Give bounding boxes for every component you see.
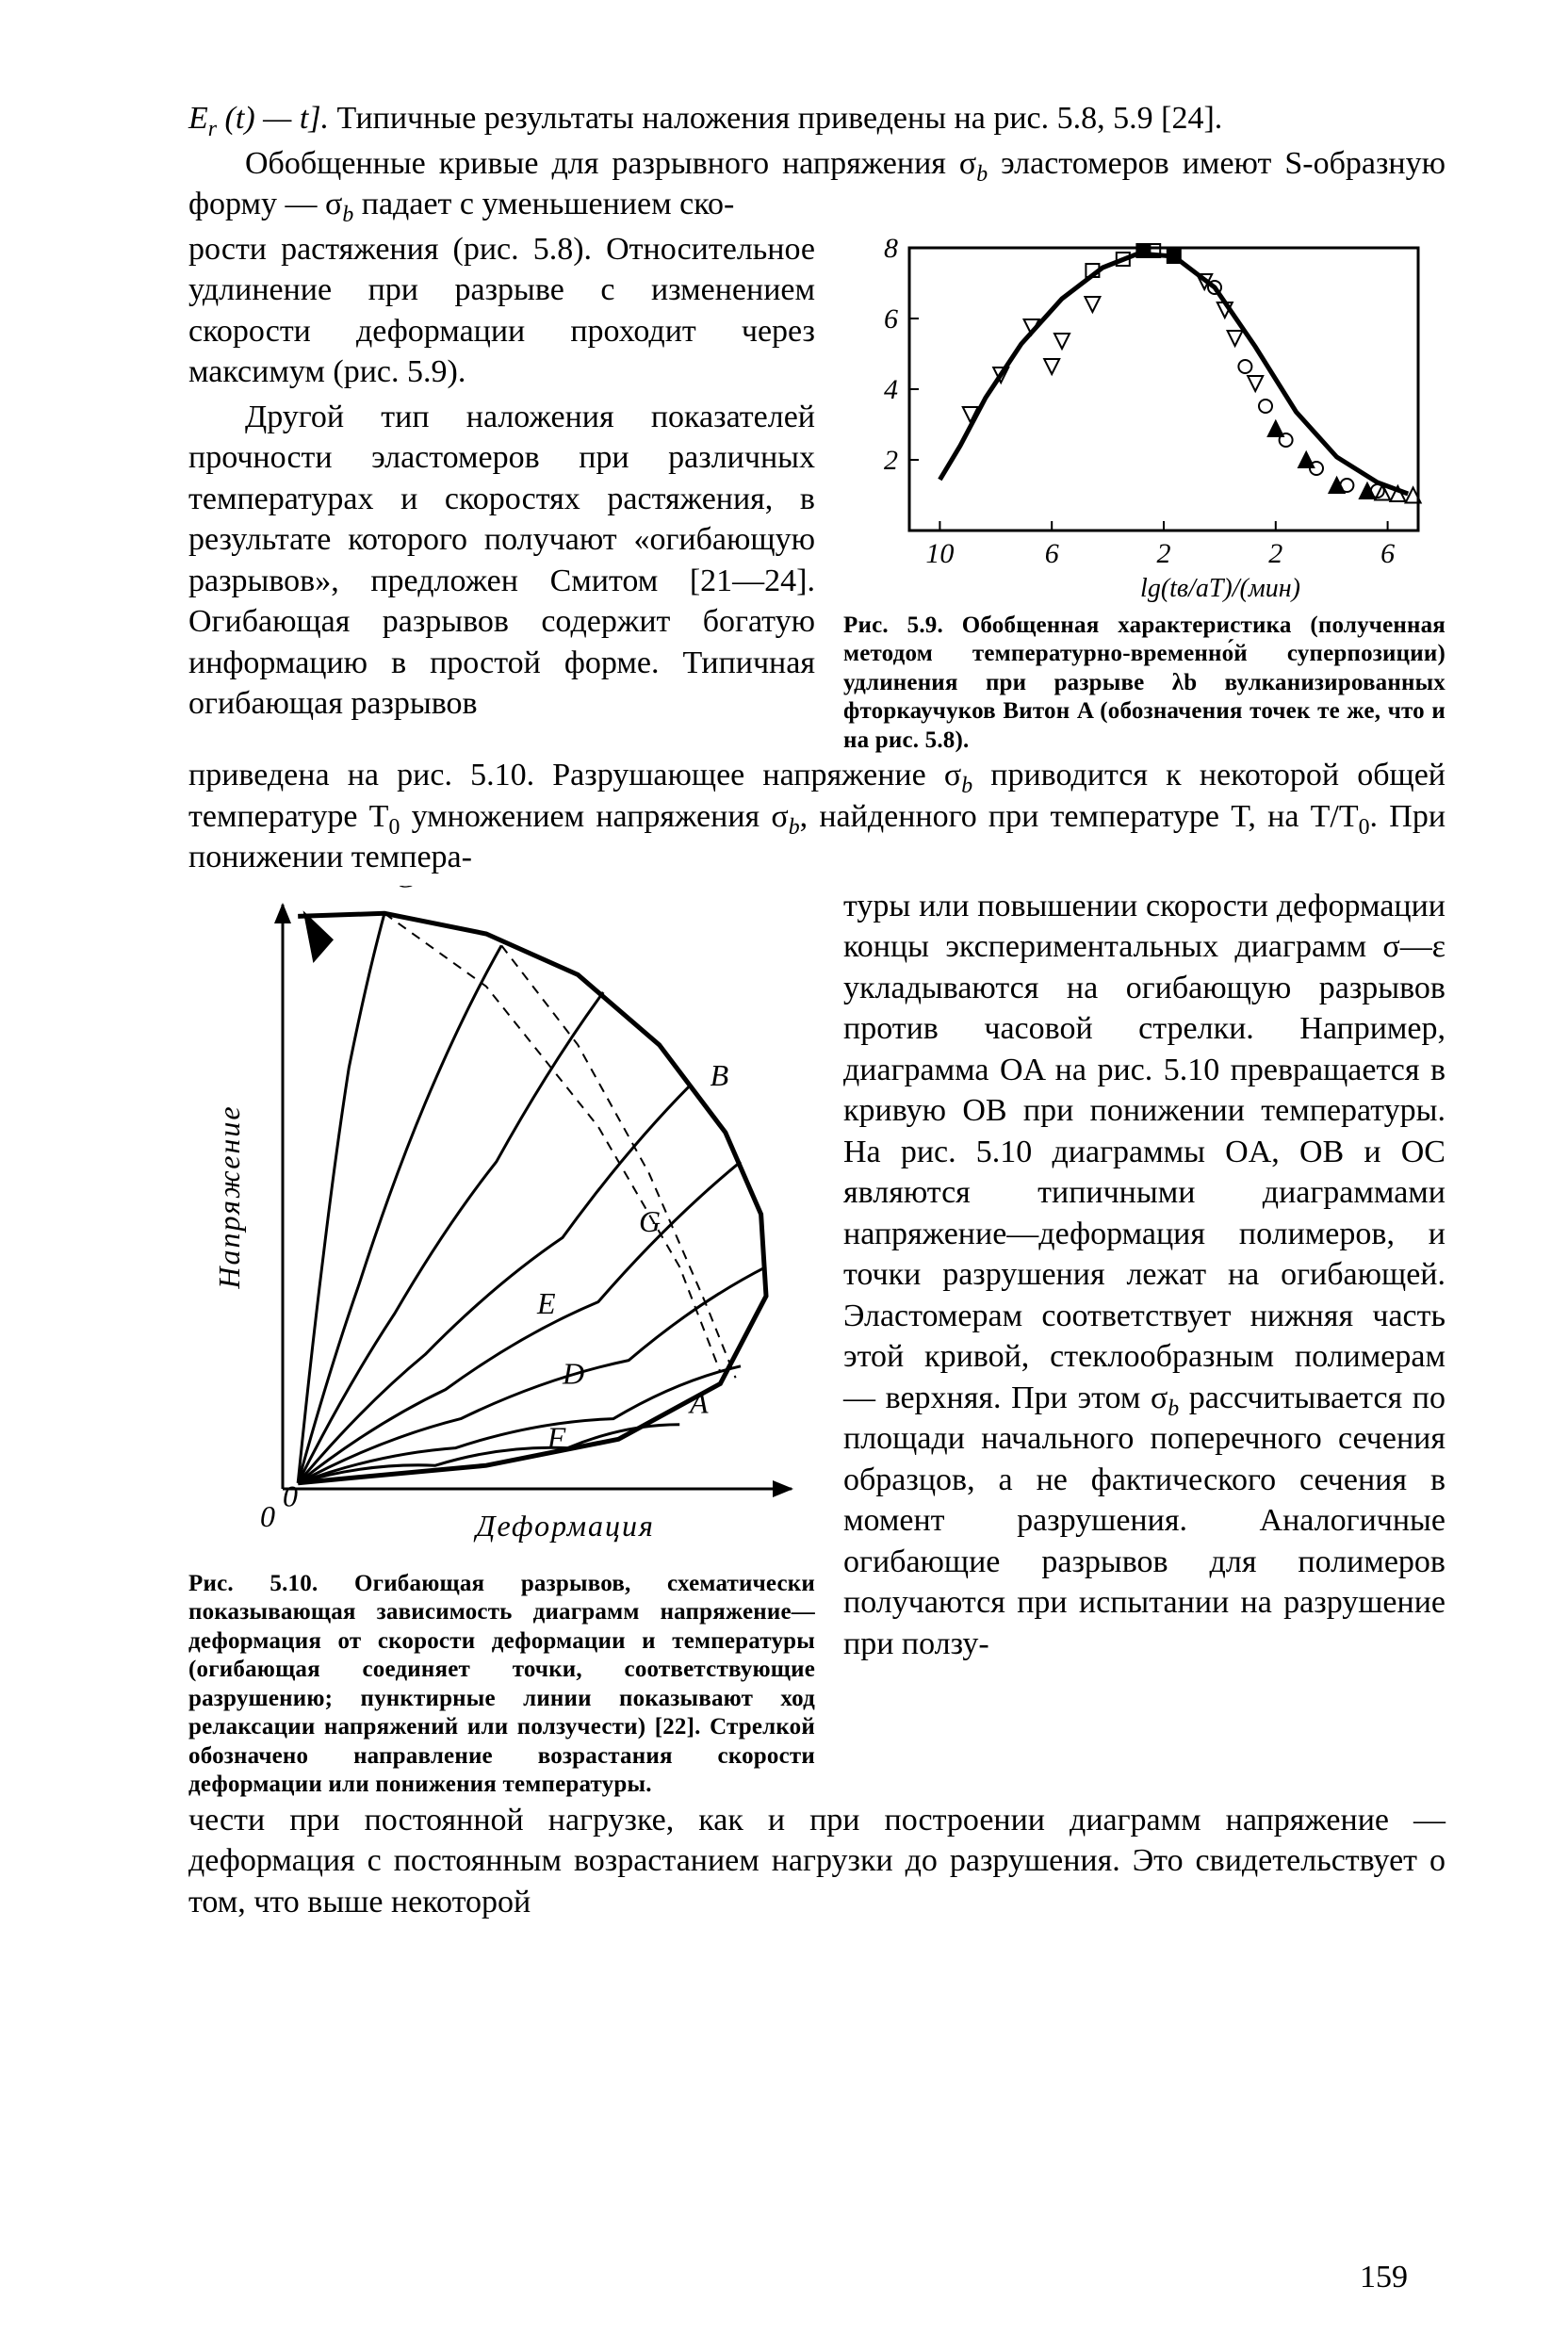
col-right-text: туры или повышении скорости деформации к… [843,886,1446,1800]
p5a: приведена на рис. 5.10. Разрушающее напр… [188,758,961,792]
row-text-fig59: рости растяжения (рис. 5.8). Относительн… [188,229,1446,756]
svg-text:4: 4 [884,374,898,405]
p5d-sub: 0 [1359,814,1370,839]
p2a-sub: b [976,161,988,186]
p3: рости растяжения (рис. 5.8). Относительн… [188,232,815,390]
chart-5-10-svg: 0 C B G A D E F Напряжение Деформация 0 [188,886,815,1564]
p5c: умножением напряжения σ [400,799,788,834]
p2b-sub: b [342,203,353,227]
p1c: Типичные результаты наложения приведены … [329,101,1222,136]
svg-text:Напряжение: Напряжение [212,1104,246,1289]
chart-5-9-svg: 2 4 6 8 10 6 2 2 6 lg(tв/aT)/(мин) [843,229,1437,606]
svg-text:2: 2 [1157,538,1171,569]
p4: Другой тип наложения показателей прочнос… [188,400,815,722]
paragraph-3: рости растяжения (рис. 5.8). Относительн… [188,229,815,393]
svg-text:G: G [639,1204,661,1238]
p6a-sub: b [1168,1396,1179,1421]
p6a: туры или повышении скорости деформации к… [843,889,1446,1415]
svg-text:C: C [395,886,416,893]
paragraph-2: Обобщенные кривые для разрывного напряже… [188,143,1446,225]
figure-5-10: 0 C B G A D E F Напряжение Деформация 0 Рис. 5.10.… [188,886,815,1800]
svg-text:0: 0 [260,1499,275,1533]
paragraph-4: Другой тип наложения показателей прочнос… [188,397,815,725]
svg-text:E: E [536,1286,556,1320]
col-left-text: рости растяжения (рис. 5.8). Относительн… [188,229,815,756]
figure-5-9-caption: Рис. 5.9. Обобщенная характеристика (пол… [843,612,1446,756]
svg-text:2: 2 [1268,538,1282,569]
p1a: E [188,101,208,136]
figure-5-10-caption: Рис. 5.10. Огибающая разрывов, схематиче… [188,1570,815,1800]
svg-text:8: 8 [884,233,898,264]
svg-text:lg(tв/aT)/(мин): lg(tв/aT)/(мин) [1140,574,1300,603]
p5b-sub: 0 [388,814,400,839]
page: Er (t) — t]. Типичные результаты наложен… [0,0,1568,2352]
svg-text:6: 6 [1380,538,1395,569]
p5d: , найденного при температуре T, на T/T [800,799,1359,834]
svg-text:D: D [562,1356,584,1390]
p7: чести при постоянной нагрузке, как и при… [188,1803,1446,1919]
page-number: 159 [1360,2260,1408,2295]
p1b: (t) — t]. [217,101,329,136]
fig59-lead: Рис. 5.9. [843,612,943,638]
svg-text:B: B [710,1058,729,1092]
svg-text:F: F [547,1420,566,1454]
p5c-sub: b [789,814,800,839]
p2a: Обобщенные кривые для разрывного напряже… [245,146,976,181]
svg-text:Деформация: Деформация [473,1509,655,1543]
fig510-cap: Огибающая разрывов, схематически показыв… [188,1571,815,1798]
figure-5-9: 2 4 6 8 10 6 2 2 6 lg(tв/aT)/(мин) Рис. 5.9. Обоб… [843,229,1446,756]
row-fig510-text: 0 C B G A D E F Напряжение Деформация 0 Рис. 5.10.… [188,886,1446,1800]
svg-text:6: 6 [1045,538,1059,569]
svg-text:10: 10 [925,538,954,569]
svg-text:0: 0 [283,1478,298,1512]
p1a-sub: r [208,117,217,141]
p6b: рассчитывается по площади начального поп… [843,1380,1446,1661]
svg-text:2: 2 [884,445,898,476]
paragraph-1: Er (t) — t]. Типичные результаты наложен… [188,98,1446,139]
paragraph-5: приведена на рис. 5.10. Разрушающее напр… [188,755,1446,878]
p5a-sub: b [961,774,972,798]
paragraph-7: чести при постоянной нагрузке, как и при… [188,1800,1446,1923]
svg-text:6: 6 [884,303,898,335]
svg-text:A: A [688,1385,709,1419]
fig510-lead: Рис. 5.10. [188,1571,318,1596]
p2c: падает с уменьшением ско- [353,187,734,221]
paragraph-6: туры или повышении скорости деформации к… [843,886,1446,1665]
